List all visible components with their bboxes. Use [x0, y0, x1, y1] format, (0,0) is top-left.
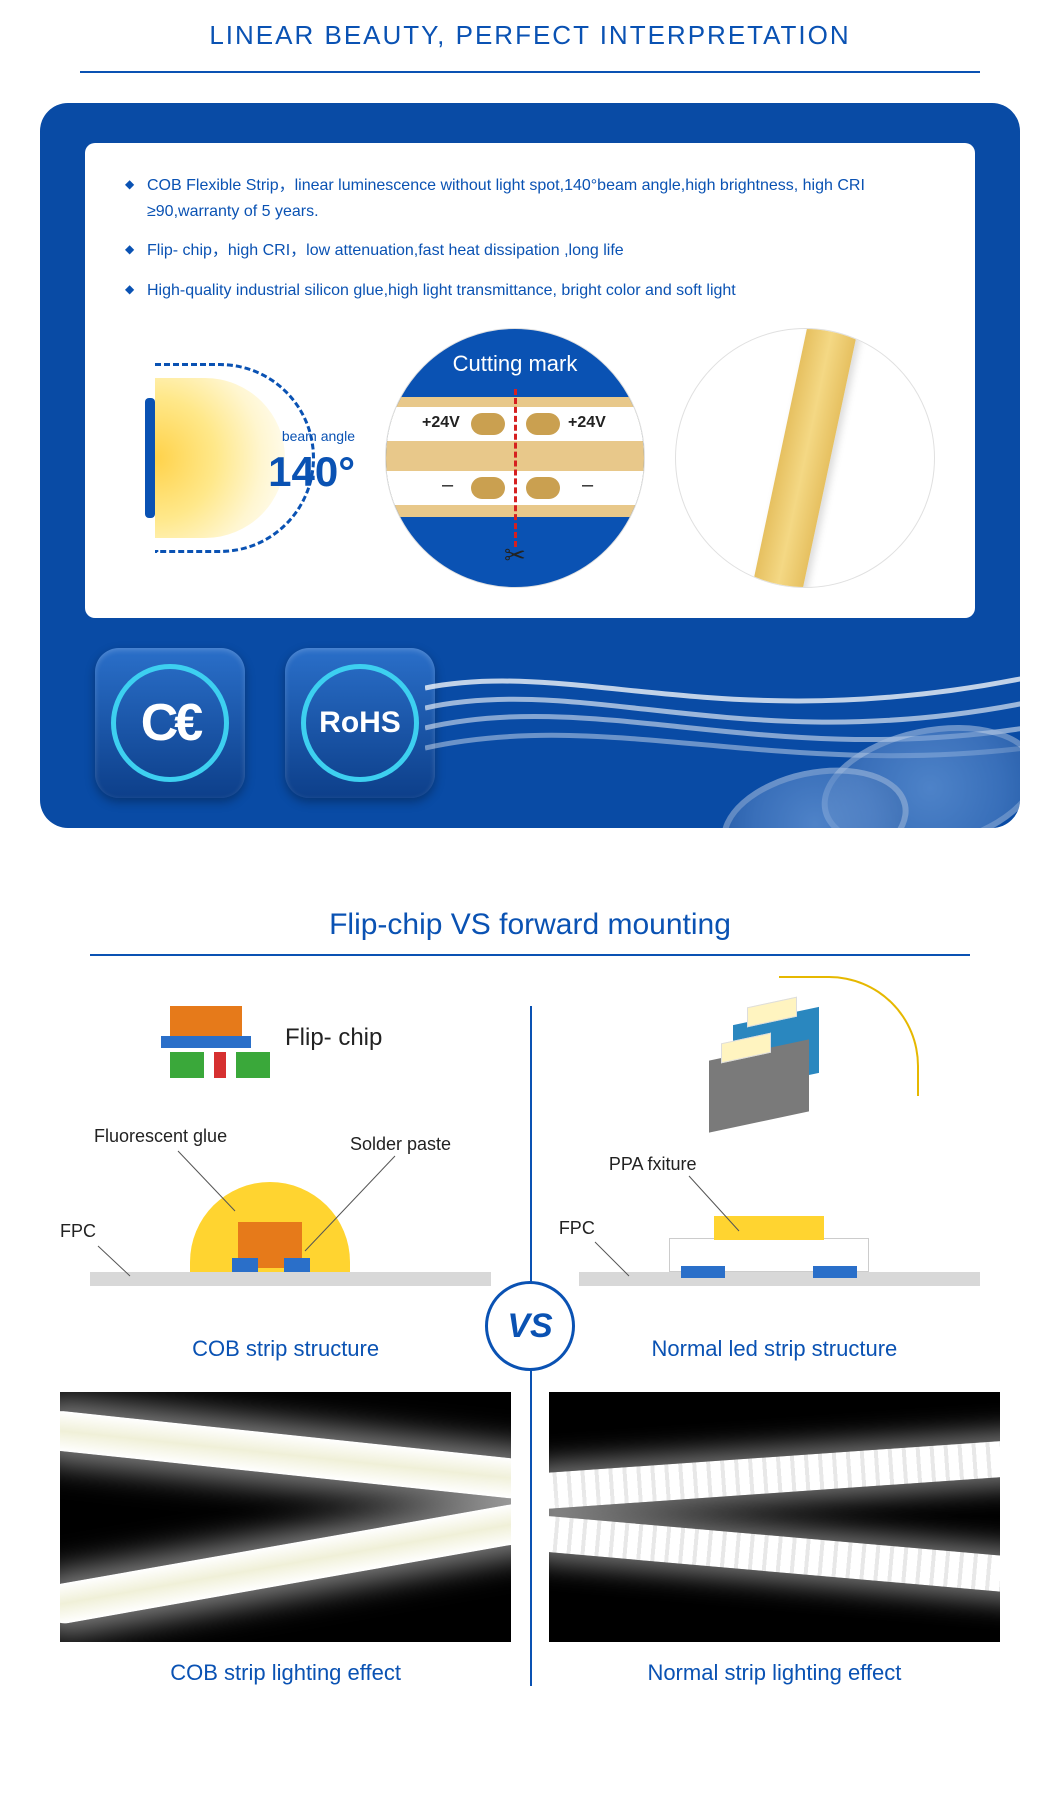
graphics-row: beam angle 140° Cutting mark +24V +24V –…: [125, 328, 935, 588]
minus-label: –: [442, 474, 453, 497]
rohs-icon: RoHS: [301, 664, 419, 782]
spool-decor: [660, 648, 1020, 828]
ce-badge: C€: [95, 648, 245, 798]
minus-label: –: [582, 474, 593, 497]
callout-lines: [549, 1006, 1000, 1326]
comparison-wrap: VS Flip- chip Fluorescent glue Solder pa…: [60, 1006, 1000, 1686]
left-column: Flip- chip Fluorescent glue Solder paste…: [60, 1006, 511, 1362]
feature-list: COB Flexible Strip，linear luminescence w…: [125, 173, 935, 303]
beam-source-bar: [145, 398, 155, 518]
cob-effect-image: [60, 1392, 511, 1642]
beam-label: beam angle: [282, 428, 355, 444]
solder-pad: [471, 413, 505, 435]
cob-structure-diagram: Flip- chip Fluorescent glue Solder paste…: [60, 1006, 511, 1326]
cob-effect-label: COB strip lighting effect: [60, 1660, 511, 1686]
normal-effect-label: Normal strip lighting effect: [549, 1660, 1000, 1686]
feature-bullet: High-quality industrial silicon glue,hig…: [125, 278, 935, 304]
bend-strip: [747, 328, 862, 588]
cutting-mark-diagram: Cutting mark +24V +24V – – ✂: [385, 328, 645, 588]
light-strip-dotted: [549, 1430, 1000, 1510]
solder-pad: [471, 477, 505, 499]
title-rule: [80, 71, 980, 73]
page-title: LINEAR BEAUTY, PERFECT INTERPRETATION: [0, 0, 1060, 61]
cut-line: [514, 389, 517, 547]
normal-effect-box: Normal strip lighting effect: [549, 1392, 1000, 1686]
normal-structure-label: Normal led strip structure: [549, 1336, 1000, 1362]
cutting-title: Cutting mark: [386, 329, 644, 377]
normal-structure-diagram: PPA fxiture FPC: [549, 1006, 1000, 1326]
beam-angle-diagram: beam angle 140°: [125, 348, 355, 568]
cob-structure-label: COB strip structure: [60, 1336, 511, 1362]
voltage-label: +24V: [422, 414, 460, 432]
flexible-bend-diagram: [675, 328, 935, 588]
right-column: PPA fxiture FPC Normal led strip structu…: [549, 1006, 1000, 1362]
feature-panel: COB Flexible Strip，linear luminescence w…: [40, 103, 1020, 828]
comparison-rule: [90, 954, 970, 956]
feature-card: COB Flexible Strip，linear luminescence w…: [85, 143, 975, 618]
feature-bullet: Flip- chip，high CRI，low attenuation,fast…: [125, 238, 935, 264]
beam-value: 140°: [268, 448, 355, 496]
rohs-badge: RoHS: [285, 648, 435, 798]
light-strip: [60, 1409, 511, 1515]
scissors-icon: ✂: [504, 540, 526, 571]
light-strip: [60, 1478, 511, 1627]
cob-effect-box: COB strip lighting effect: [60, 1392, 511, 1686]
light-strip-dotted: [549, 1515, 1000, 1606]
solder-pad: [526, 477, 560, 499]
comparison-title: Flip-chip VS forward mounting: [0, 868, 1060, 954]
normal-effect-image: [549, 1392, 1000, 1642]
voltage-label: +24V: [568, 414, 606, 432]
ce-icon: C€: [111, 664, 229, 782]
solder-pad: [526, 413, 560, 435]
callout-lines: [60, 1006, 511, 1326]
feature-bullet: COB Flexible Strip，linear luminescence w…: [125, 173, 935, 224]
